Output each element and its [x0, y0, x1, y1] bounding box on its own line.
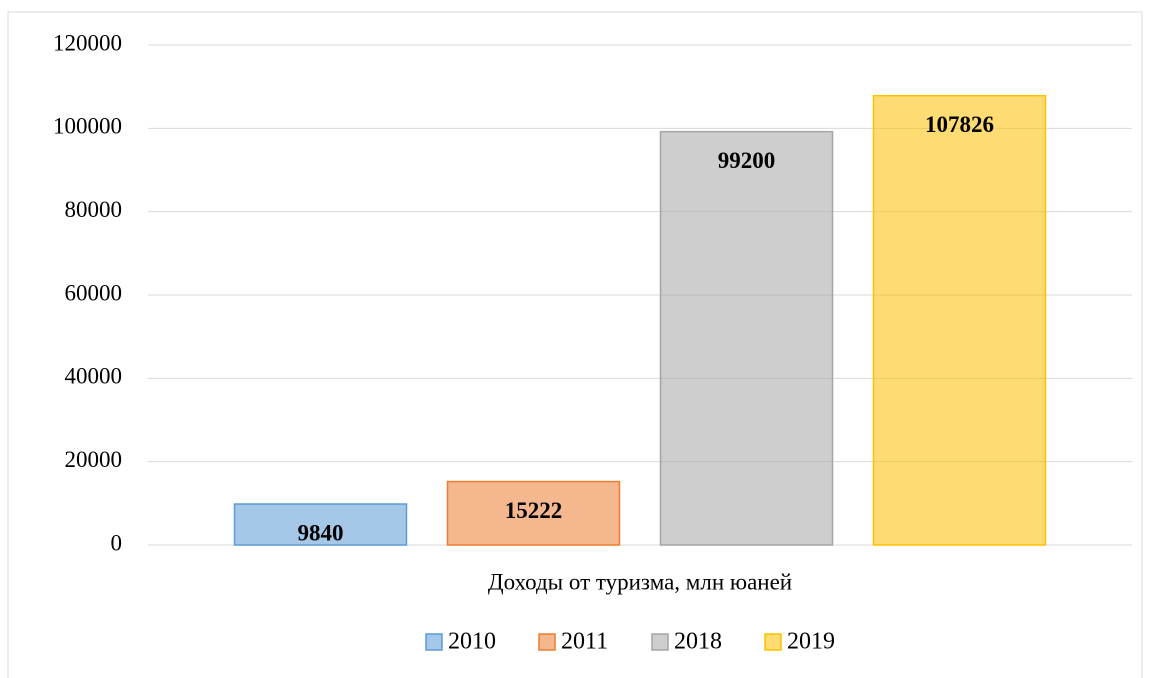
legend-swatch: [651, 633, 669, 651]
chart-frame: [7, 11, 1143, 678]
bar: [446, 480, 621, 546]
y-tick-label: 60000: [65, 280, 123, 305]
data-label: 15222: [505, 498, 563, 523]
bar: [872, 94, 1047, 546]
legend-label: 2011: [561, 629, 608, 655]
legend-label: 2010: [448, 629, 496, 655]
y-tick-label: 100000: [53, 114, 122, 139]
legend-swatch: [764, 633, 782, 651]
legend-swatch: [538, 633, 556, 651]
y-tick-label: 40000: [65, 364, 123, 389]
data-label: 107826: [925, 112, 994, 137]
data-label: 9840: [298, 520, 344, 545]
bar: [233, 503, 408, 546]
legend-label: 2019: [787, 629, 835, 655]
y-tick-label: 120000: [53, 30, 122, 55]
y-tick-label: 80000: [65, 197, 123, 222]
y-tick-label: 0: [111, 530, 123, 555]
y-tick-label: 20000: [65, 447, 123, 472]
x-tick-label: Доходы от туризма, млн юаней: [488, 569, 792, 594]
legend-swatch: [425, 633, 443, 651]
data-label: 99200: [718, 148, 776, 173]
bar: [659, 130, 834, 546]
legend-label: 2018: [674, 629, 722, 655]
